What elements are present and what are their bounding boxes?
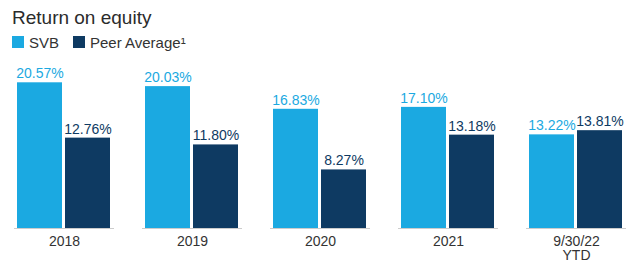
svg-text:13.22%: 13.22% [528, 117, 575, 133]
svg-text:20.03%: 20.03% [144, 69, 191, 85]
svg-text:16.83%: 16.83% [272, 92, 319, 108]
svg-text:8.27%: 8.27% [324, 152, 364, 168]
svg-text:13.81%: 13.81% [576, 113, 623, 129]
svg-text:2018: 2018 [49, 233, 80, 249]
svg-text:2019: 2019 [177, 233, 208, 249]
svg-text:11.80%: 11.80% [193, 127, 239, 143]
html-text:Peer Average¹: Peer Average¹ [90, 33, 186, 51]
svg-text:20.57%: 20.57% [16, 65, 63, 81]
svg-text:2021: 2021 [433, 233, 464, 249]
svg-text:13.18%: 13.18% [448, 118, 495, 134]
html-text:SVB: SVB [29, 33, 59, 51]
html-text:Return on equity: Return on equity [12, 7, 152, 28]
svg-text:2020: 2020 [305, 233, 336, 249]
svg-text:12.76%: 12.76% [64, 121, 111, 137]
svg-text:17.10%: 17.10% [400, 90, 447, 106]
svg-text:9/30/22YTD: 9/30/22YTD [553, 233, 600, 263]
